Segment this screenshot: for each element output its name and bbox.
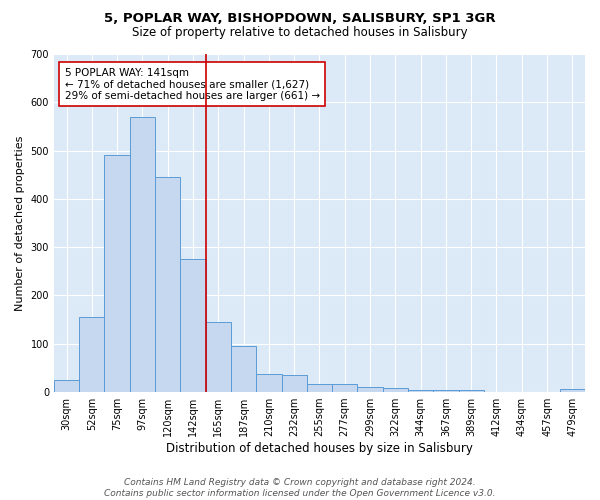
Bar [104,156,130,392]
Bar [54,380,79,392]
Bar [281,375,307,392]
Bar [408,390,433,392]
Bar [358,387,383,392]
Bar [332,384,358,392]
Bar [560,388,585,392]
Bar [155,177,181,392]
Text: 5, POPLAR WAY, BISHOPDOWN, SALISBURY, SP1 3GR: 5, POPLAR WAY, BISHOPDOWN, SALISBURY, SP… [104,12,496,26]
Bar [383,388,408,392]
Y-axis label: Number of detached properties: Number of detached properties [15,136,25,310]
X-axis label: Distribution of detached houses by size in Salisbury: Distribution of detached houses by size … [166,442,473,455]
Bar [256,374,281,392]
Text: 5 POPLAR WAY: 141sqm
← 71% of detached houses are smaller (1,627)
29% of semi-de: 5 POPLAR WAY: 141sqm ← 71% of detached h… [65,68,320,100]
Text: Contains HM Land Registry data © Crown copyright and database right 2024.
Contai: Contains HM Land Registry data © Crown c… [104,478,496,498]
Bar [130,117,155,392]
Bar [206,322,231,392]
Bar [433,390,458,392]
Text: Size of property relative to detached houses in Salisbury: Size of property relative to detached ho… [132,26,468,39]
Bar [231,346,256,392]
Bar [79,317,104,392]
Bar [307,384,332,392]
Bar [458,390,484,392]
Bar [181,260,206,392]
